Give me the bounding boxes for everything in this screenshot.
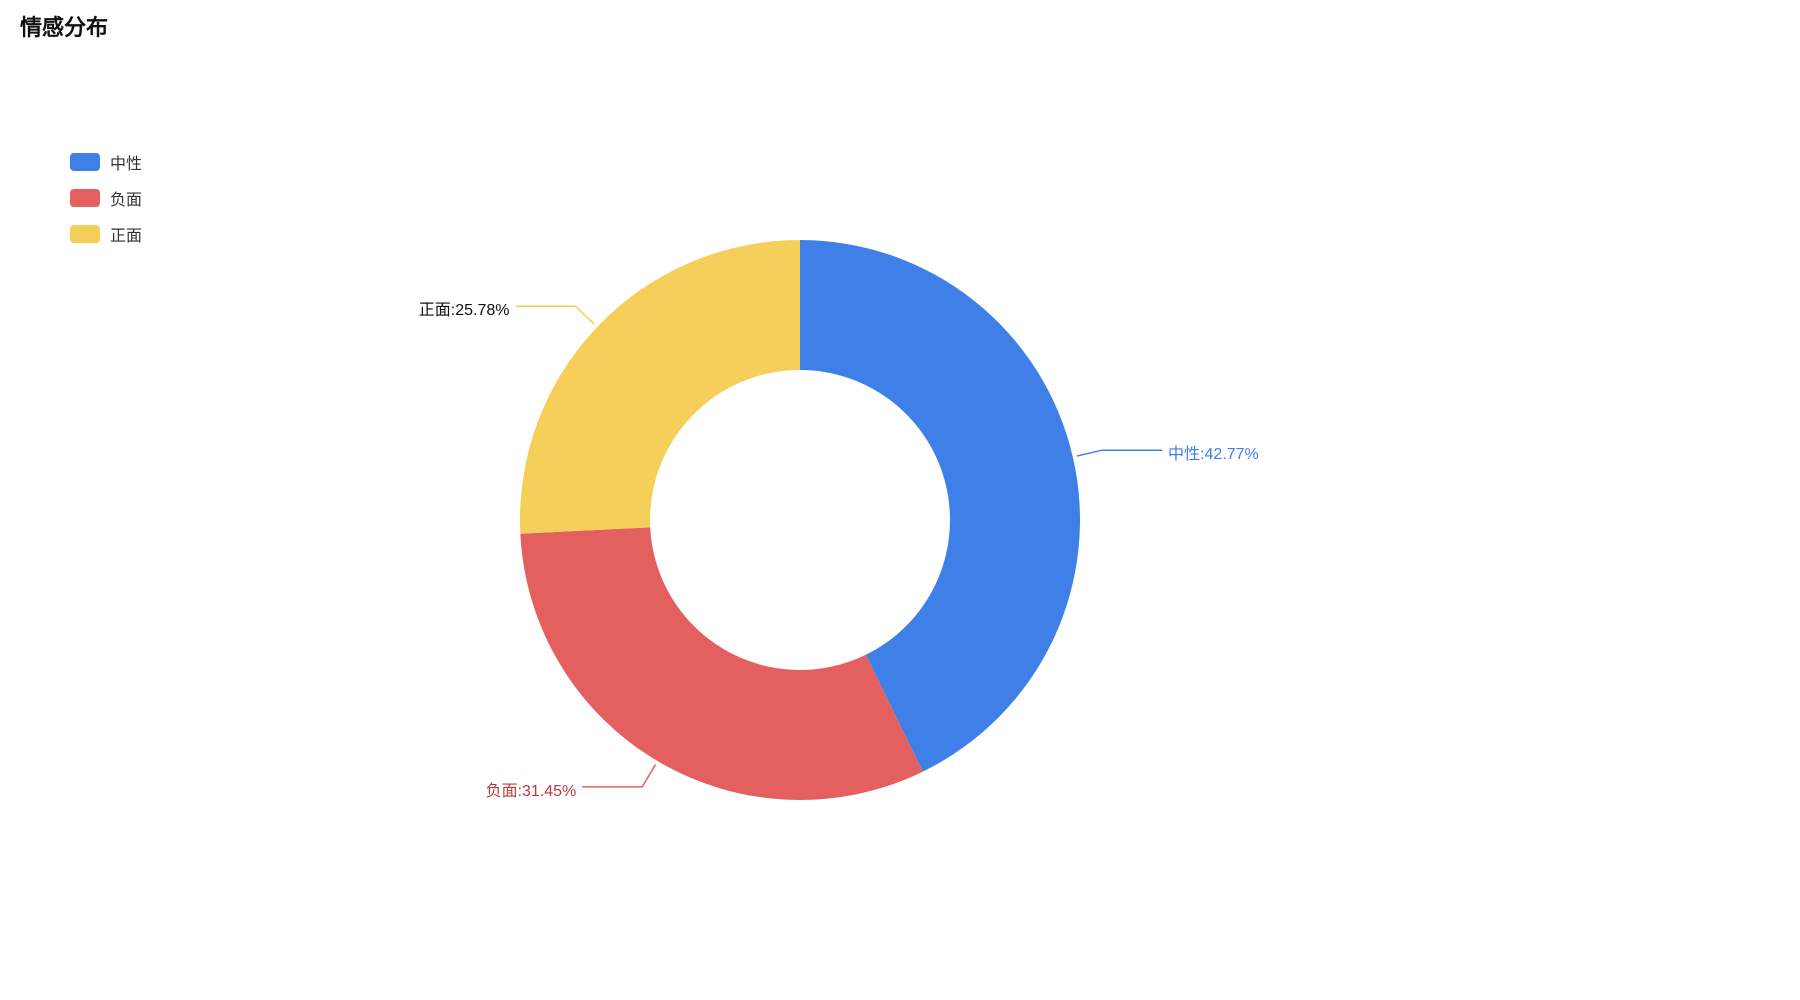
leader-line xyxy=(582,764,655,786)
slice-label-positive: 正面:25.78% xyxy=(419,296,510,320)
slice-label-neutral: 中性:42.77% xyxy=(1168,440,1259,464)
sentiment-donut-chart: 情感分布 中性 负面 正面 中性:42.77% 负面:31.45% 正面:25.… xyxy=(0,0,1800,1000)
donut-svg xyxy=(0,0,1800,1000)
donut-slice[interactable] xyxy=(520,240,800,534)
leader-line xyxy=(1077,450,1162,456)
donut-slice[interactable] xyxy=(520,527,923,800)
slice-label-negative: 负面:31.45% xyxy=(486,777,577,801)
leader-line xyxy=(515,306,594,324)
